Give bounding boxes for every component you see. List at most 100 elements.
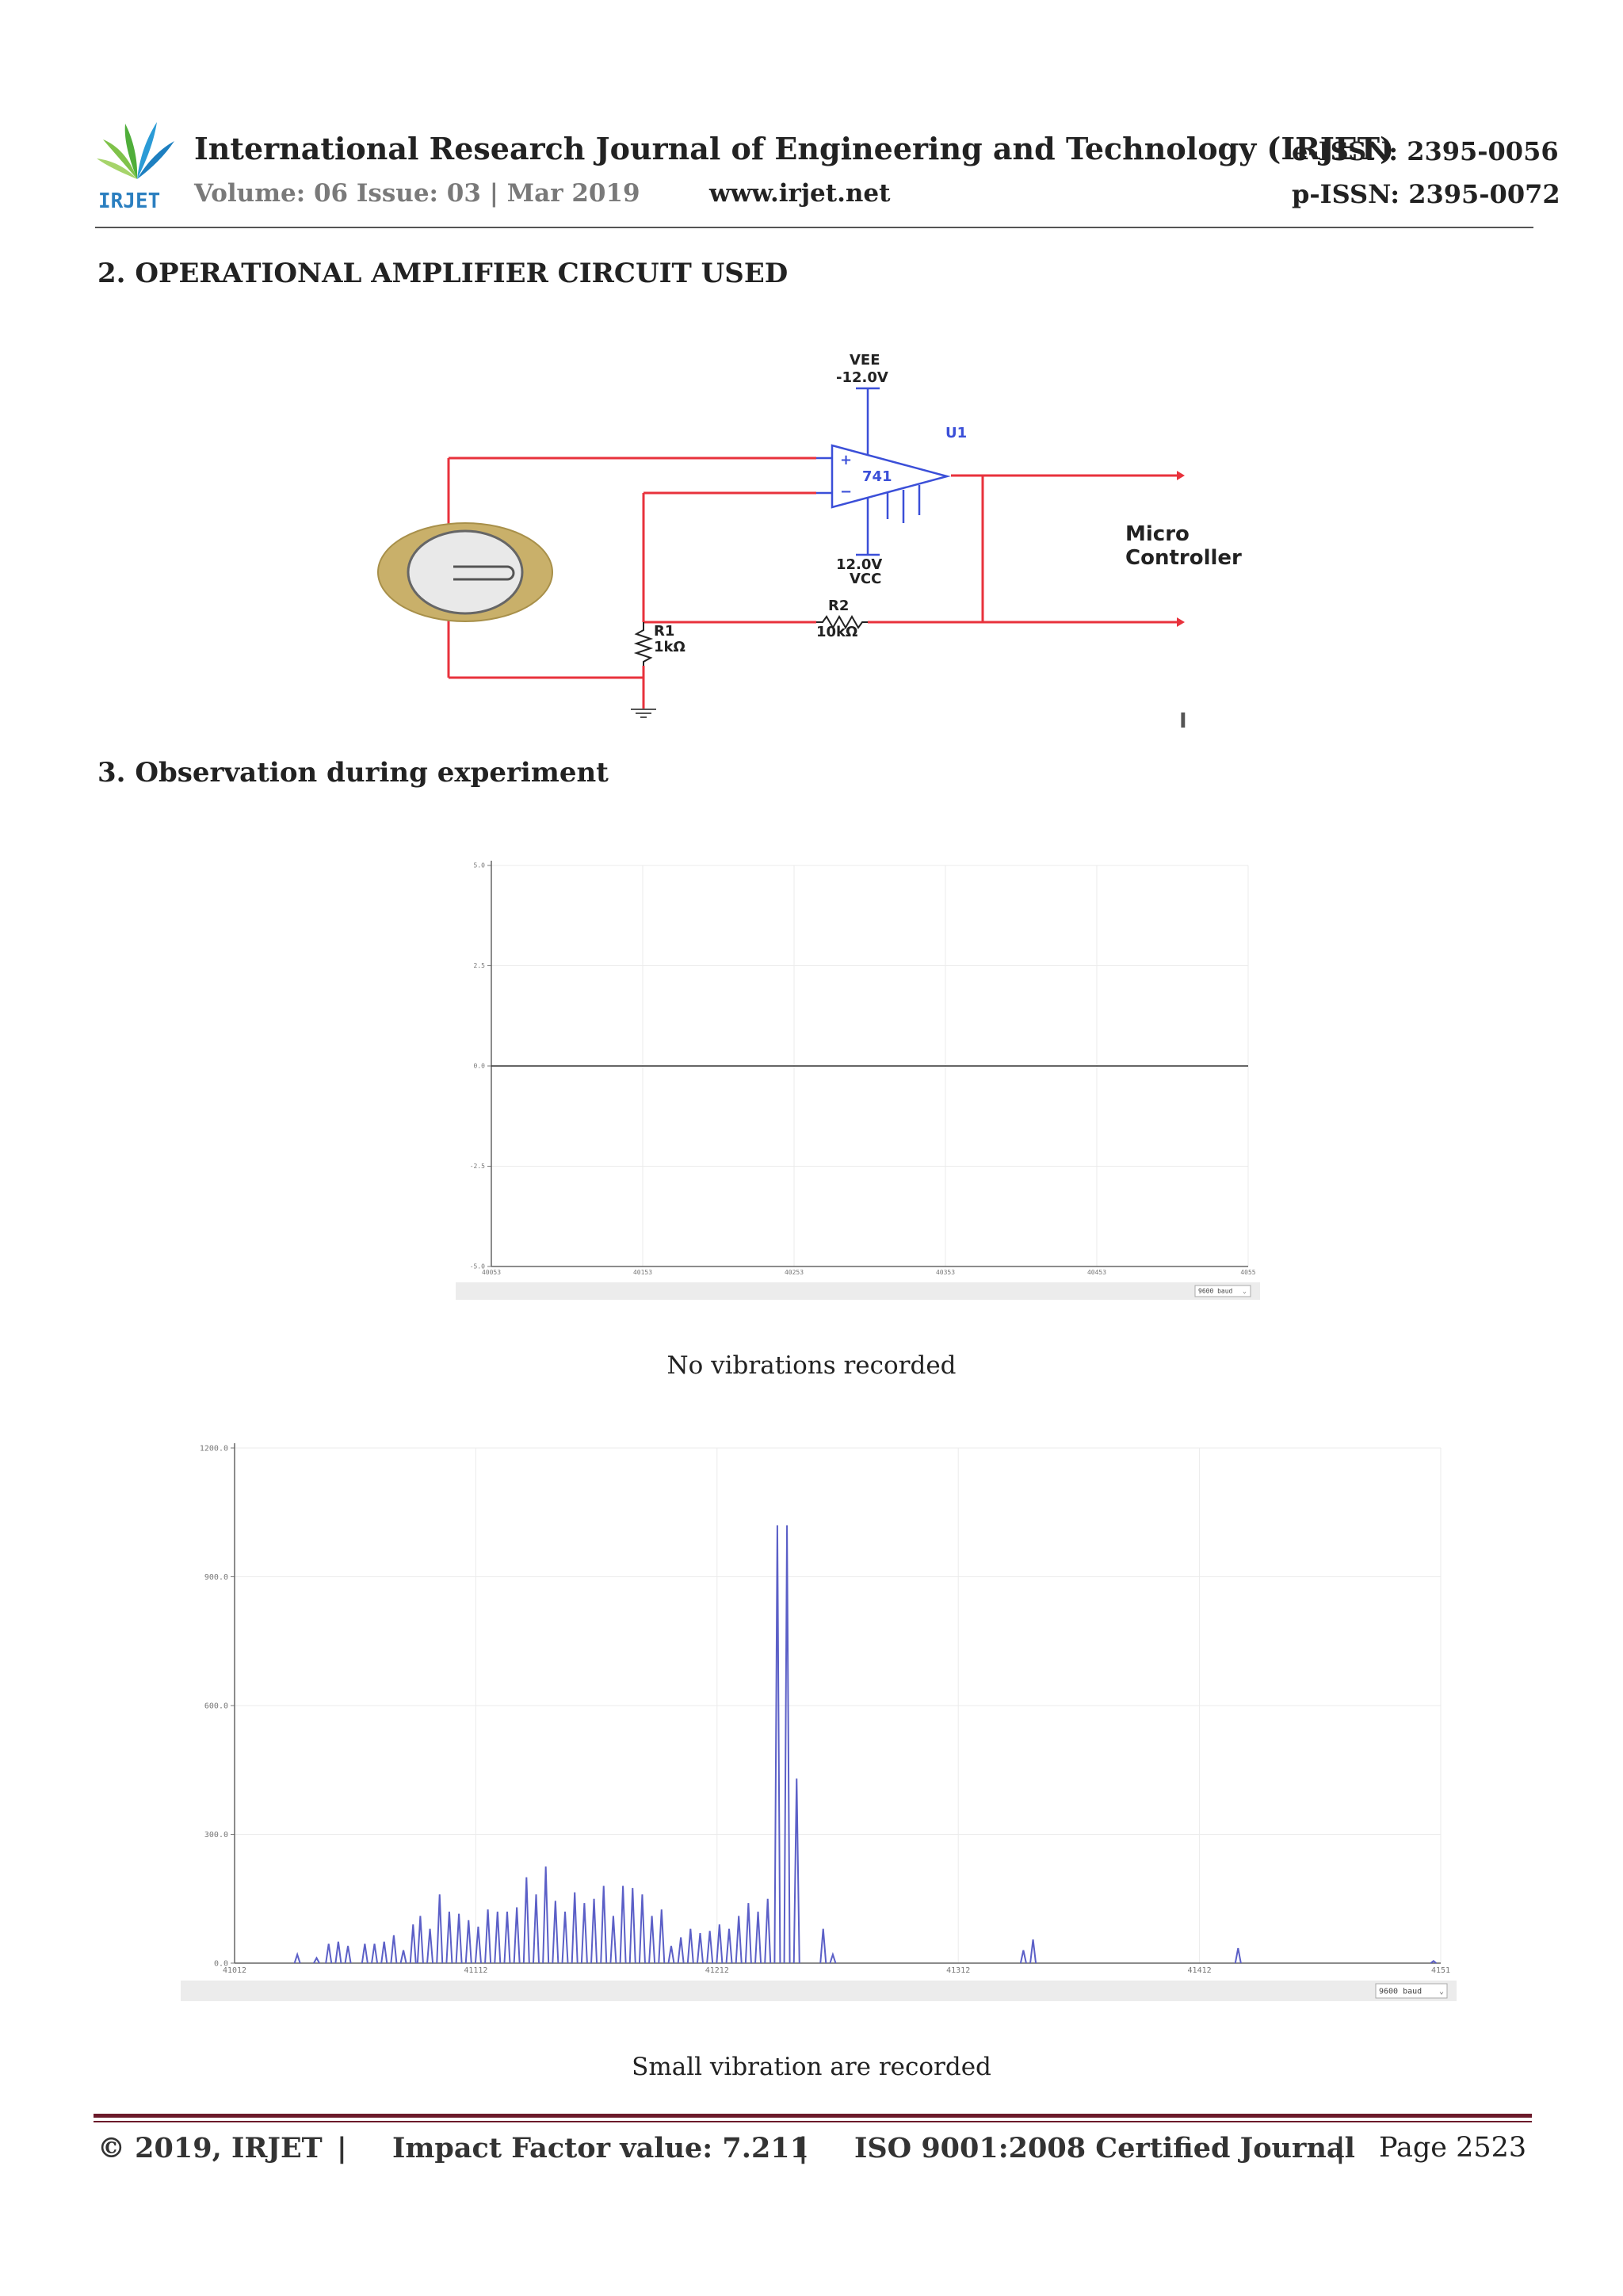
logo-text: IRJET <box>98 189 160 212</box>
x-tick-label: 40253 <box>785 1269 804 1276</box>
x-tick-label: 40453 <box>1087 1269 1106 1276</box>
opamp-circuit-diagram: + − 741 U1 VEE -12.0V 12.0V VCC R1 1kΩ R… <box>349 341 1300 740</box>
signal-series <box>293 1525 1437 1964</box>
signal-peak <box>445 1911 453 1964</box>
r2-resistor <box>816 614 868 630</box>
signal-peak <box>464 1920 472 1964</box>
plot-background <box>181 1438 1457 1965</box>
x-tick-label: 41412 <box>1188 1966 1212 1975</box>
signal-peak <box>590 1898 598 1964</box>
baud-rate-label: 9600 baud <box>1379 1987 1422 1996</box>
signal-peak <box>334 1941 342 1964</box>
e-issn: e-ISSN: 2395-0056 <box>1292 136 1559 166</box>
signal-peak <box>725 1928 733 1964</box>
signal-peak <box>552 1901 559 1964</box>
svg-text:−: − <box>840 483 852 500</box>
volume-issue: Volume: 06 Issue: 03 | Mar 2019 <box>194 179 640 208</box>
signal-peak <box>344 1946 352 1964</box>
caption-small-vibration: Small vibration are recorded <box>632 2053 991 2081</box>
x-tick-label: 41112 <box>464 1966 487 1975</box>
signal-peak <box>380 1941 388 1964</box>
signal-peak <box>677 1937 685 1964</box>
baud-rate-label: 9600 baud <box>1198 1288 1233 1295</box>
signal-peak <box>390 1935 398 1964</box>
signal-peak <box>371 1943 379 1964</box>
signal-peak <box>513 1907 521 1964</box>
y-tick-label: -2.5 <box>470 1163 485 1170</box>
x-tick-label: 41312 <box>946 1966 970 1975</box>
signal-peak <box>426 1928 434 1964</box>
signal-peak <box>764 1898 772 1964</box>
signal-peak <box>706 1931 714 1964</box>
signal-peak <box>399 1950 407 1964</box>
r2-value: 10kΩ <box>816 624 857 640</box>
signal-peak <box>716 1924 724 1964</box>
serial-plotter-no-vibration: 5.0 2.5 0.0 -2.5 -5.0 40053 40153 40253 40353 404… <box>456 856 1260 1315</box>
signal-peak <box>628 1888 636 1964</box>
signal-peak <box>792 1778 800 1964</box>
r1-value: 1kΩ <box>654 639 685 655</box>
section-heading-opamp: 2. OPERATIONAL AMPLIFIER CIRCUIT USED <box>97 258 789 289</box>
signal-peak <box>648 1916 656 1964</box>
signal-peak <box>1234 1947 1242 1964</box>
header-rule <box>95 227 1533 228</box>
plotter-status-bar <box>181 1981 1457 2001</box>
x-tick-label: 4151 <box>1431 1966 1450 1975</box>
x-tick-label: 40353 <box>936 1269 955 1276</box>
journal-url: www.irjet.net <box>709 179 891 208</box>
footer-impact-factor: Impact Factor value: 7.211 <box>392 2132 810 2164</box>
signal-peak <box>609 1916 617 1964</box>
circuit-wires <box>447 457 1177 709</box>
signal-peak <box>436 1894 444 1964</box>
signal-peak <box>658 1909 666 1964</box>
irjet-logo: IRJET <box>94 117 181 213</box>
signal-peak <box>667 1946 675 1964</box>
x-tick-label: 41012 <box>223 1966 246 1975</box>
y-tick-label: 300.0 <box>204 1831 228 1839</box>
y-tick-label: 1200.0 <box>200 1444 228 1453</box>
signal-peak <box>571 1892 579 1964</box>
ground-icon <box>631 709 656 718</box>
signal-peak <box>754 1911 762 1964</box>
opamp-symbol <box>816 387 951 556</box>
signal-peak <box>600 1885 608 1964</box>
text-cursor: I <box>1179 709 1187 733</box>
signal-peak <box>773 1525 781 1964</box>
y-tick-label: -5.0 <box>470 1263 485 1270</box>
footer-iso: ISO 9001:2008 Certified Journal <box>854 2132 1355 2164</box>
signal-peak <box>819 1928 827 1964</box>
signal-peak <box>484 1909 492 1964</box>
signal-peak <box>474 1926 482 1964</box>
signal-peak <box>829 1951 837 1964</box>
vcc-label: VCC <box>850 571 881 587</box>
mcu-label-line1: Micro <box>1125 522 1190 546</box>
signal-peak <box>522 1877 530 1964</box>
y-tick-label: 600.0 <box>204 1702 228 1710</box>
caption-no-vibration: No vibrations recorded <box>666 1351 957 1380</box>
footer-rule <box>94 2114 1532 2118</box>
footer-rule-thin <box>94 2121 1532 2122</box>
x-tick-label: 40053 <box>482 1269 501 1276</box>
baud-select <box>1375 1983 1448 1999</box>
r1-label: R1 <box>654 623 674 640</box>
signal-peak <box>409 1924 417 1964</box>
u1-label: U1 <box>945 425 967 441</box>
signal-peak <box>735 1916 743 1964</box>
p-issn: p-ISSN: 2395-0072 <box>1292 179 1560 209</box>
y-tick-label: 0.0 <box>214 1959 228 1968</box>
plot-background <box>456 856 1260 1268</box>
r1-resistor <box>633 622 654 666</box>
r2-label: R2 <box>828 598 849 614</box>
footer-separator-2: | <box>798 2132 808 2164</box>
signal-peak <box>696 1932 704 1964</box>
x-tick-label: 41212 <box>705 1966 729 1975</box>
signal-peak <box>744 1903 752 1964</box>
signal-peak <box>686 1928 694 1964</box>
y-tick-label: 5.0 <box>474 862 486 869</box>
signal-peak <box>1029 1939 1037 1964</box>
signal-peak <box>533 1894 540 1964</box>
y-tick-label: 900.0 <box>204 1573 228 1582</box>
vee-label: VEE <box>850 352 880 369</box>
svg-text:+: + <box>840 452 852 468</box>
opamp-label: 741 <box>862 468 892 485</box>
